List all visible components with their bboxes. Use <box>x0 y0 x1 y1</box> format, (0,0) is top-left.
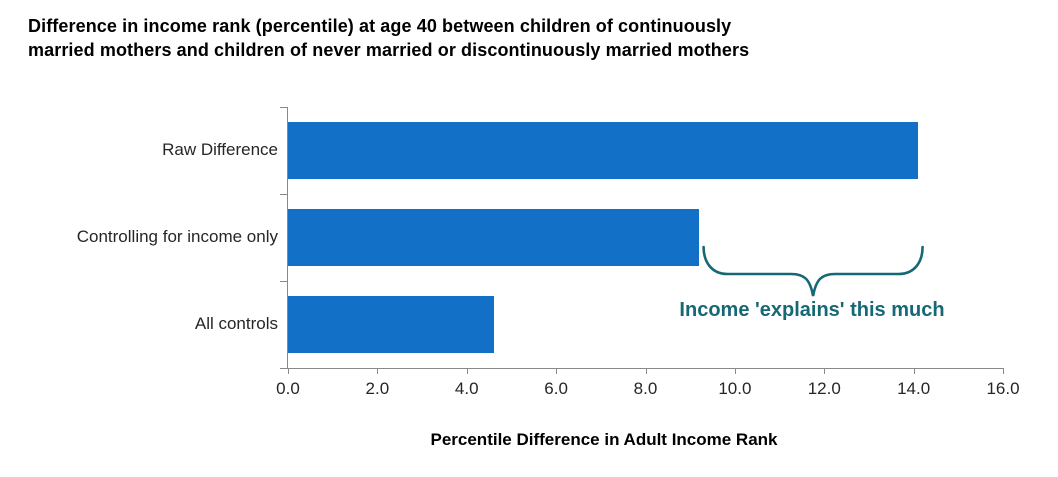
y-axis-line <box>287 107 288 369</box>
x-tick-label-6.0: 6.0 <box>544 379 568 398</box>
x-axis-line <box>287 368 1003 369</box>
chart-title-line-1: Difference in income rank (percentile) a… <box>28 16 732 36</box>
x-tick-label-12.0: 12.0 <box>807 379 841 398</box>
x-axis-tick <box>466 368 468 374</box>
y-axis-tick <box>280 107 287 108</box>
annotation-text: Income 'explains' this much <box>679 299 945 321</box>
chart-title: Difference in income rank (percentile) a… <box>28 14 749 62</box>
x-axis-tick <box>645 368 647 374</box>
x-axis-tick <box>734 368 736 374</box>
x-tick-label-8.0: 8.0 <box>633 379 658 398</box>
y-axis-tick <box>280 368 287 369</box>
plot-area <box>280 107 1004 374</box>
x-tick-label-14.0: 14.0 <box>897 379 931 398</box>
x-axis-tick <box>913 368 915 374</box>
chart-title-line-2: married mothers and children of never ma… <box>28 40 750 60</box>
category-label-raw-difference: Raw Difference <box>162 139 278 159</box>
bar-controlling-for-income-only <box>288 209 700 266</box>
x-tick-label-10.0: 10.0 <box>718 379 752 398</box>
y-axis-tick <box>280 194 287 195</box>
x-tick-label-2.0: 2.0 <box>365 379 390 398</box>
category-label-controlling-for-income-only: Controlling for income only <box>76 226 278 246</box>
x-tick-label-16.0: 16.0 <box>986 379 1020 398</box>
x-axis-tick <box>288 368 289 374</box>
x-axis-tick <box>377 368 379 374</box>
x-tick-label-4.0: 4.0 <box>454 379 479 398</box>
y-axis-tick <box>280 281 287 282</box>
x-axis-tick <box>556 368 558 374</box>
bar-raw-difference <box>288 122 919 179</box>
x-axis-tick <box>1003 368 1004 374</box>
x-axis-title: Percentile Difference in Adult Income Ra… <box>430 430 778 449</box>
category-label-all-controls: All controls <box>194 313 278 333</box>
x-axis-tick <box>824 368 826 374</box>
bar-all-controls <box>288 296 494 353</box>
x-tick-label-0.0: 0.0 <box>276 379 300 398</box>
